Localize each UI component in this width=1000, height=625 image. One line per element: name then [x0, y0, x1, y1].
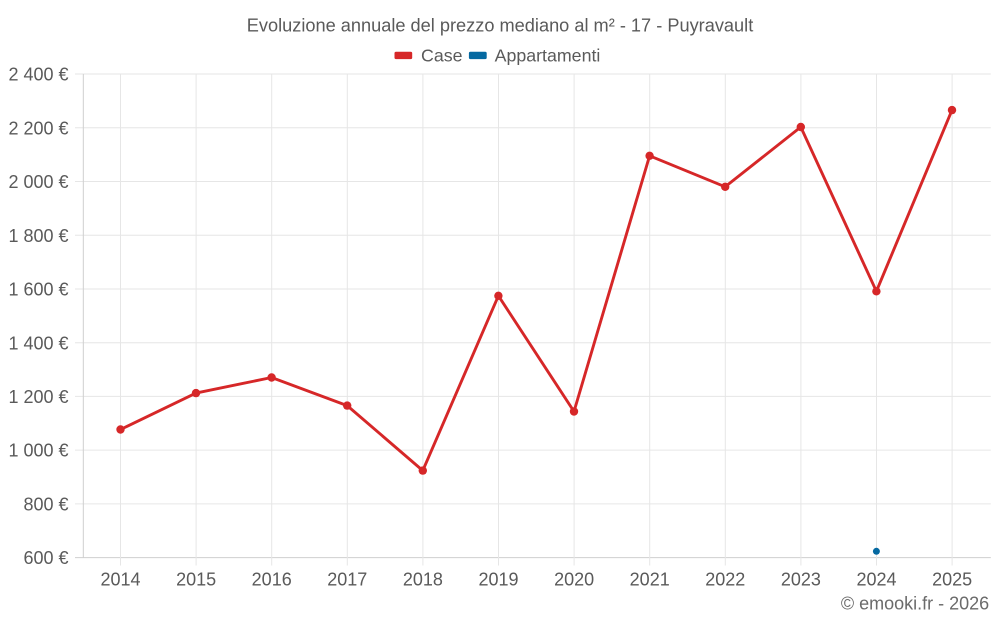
svg-text:2018: 2018: [403, 570, 443, 590]
svg-text:2024: 2024: [856, 570, 896, 590]
svg-text:Appartamenti: Appartamenti: [495, 45, 601, 65]
svg-text:2017: 2017: [327, 570, 367, 590]
svg-text:2016: 2016: [252, 570, 292, 590]
svg-text:1 600 €: 1 600 €: [8, 280, 68, 300]
svg-text:1 800 €: 1 800 €: [8, 226, 68, 246]
svg-text:2023: 2023: [781, 570, 821, 590]
svg-text:1 000 €: 1 000 €: [8, 441, 68, 461]
svg-text:2014: 2014: [100, 570, 140, 590]
svg-text:800 €: 800 €: [23, 495, 68, 515]
svg-text:2025: 2025: [932, 570, 972, 590]
svg-text:2 000 €: 2 000 €: [8, 172, 68, 192]
svg-text:1 400 €: 1 400 €: [8, 333, 68, 353]
svg-text:2021: 2021: [630, 570, 670, 590]
svg-text:2 200 €: 2 200 €: [8, 118, 68, 138]
svg-text:2022: 2022: [705, 570, 745, 590]
svg-text:Case: Case: [421, 45, 463, 65]
svg-text:2020: 2020: [554, 570, 594, 590]
svg-text:Evoluzione annuale del prezzo: Evoluzione annuale del prezzo mediano al…: [247, 16, 754, 36]
svg-text:1 200 €: 1 200 €: [8, 387, 68, 407]
svg-text:2019: 2019: [478, 570, 518, 590]
svg-text:600 €: 600 €: [23, 548, 68, 568]
svg-text:2 400 €: 2 400 €: [8, 65, 68, 85]
svg-text:2015: 2015: [176, 570, 216, 590]
svg-text:© emooki.fr - 2026: © emooki.fr - 2026: [841, 594, 989, 614]
